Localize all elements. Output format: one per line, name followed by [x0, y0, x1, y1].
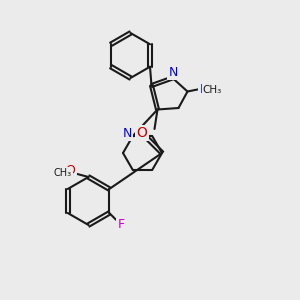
Text: CH₃: CH₃ — [54, 168, 72, 178]
Text: N: N — [123, 127, 132, 140]
Text: O: O — [66, 164, 75, 178]
Text: CH₃: CH₃ — [203, 85, 222, 95]
Text: F: F — [118, 218, 125, 232]
Text: N: N — [169, 66, 178, 79]
Text: N: N — [199, 82, 209, 96]
Text: O: O — [136, 126, 147, 140]
